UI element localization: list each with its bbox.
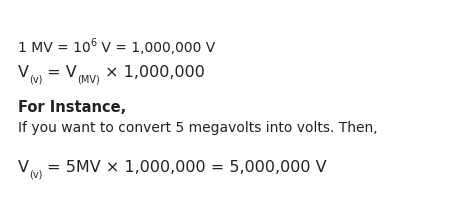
Text: V = 1,000,000 V: V = 1,000,000 V	[97, 41, 215, 55]
Text: (v): (v)	[29, 74, 42, 84]
Text: V: V	[18, 65, 29, 80]
Text: = 5MV × 1,000,000 = 5,000,000 V: = 5MV × 1,000,000 = 5,000,000 V	[42, 160, 327, 175]
Text: (MV): (MV)	[77, 74, 100, 84]
Text: 6: 6	[91, 38, 97, 48]
Text: (v): (v)	[29, 169, 42, 179]
Text: For Instance,: For Instance,	[18, 100, 126, 115]
Text: 1 MV = 10: 1 MV = 10	[18, 41, 91, 55]
Text: V: V	[18, 160, 29, 175]
Text: × 1,000,000: × 1,000,000	[100, 65, 205, 80]
Text: If you want to convert 5 megavolts into volts. Then,: If you want to convert 5 megavolts into …	[18, 121, 378, 135]
Text: = V: = V	[42, 65, 77, 80]
